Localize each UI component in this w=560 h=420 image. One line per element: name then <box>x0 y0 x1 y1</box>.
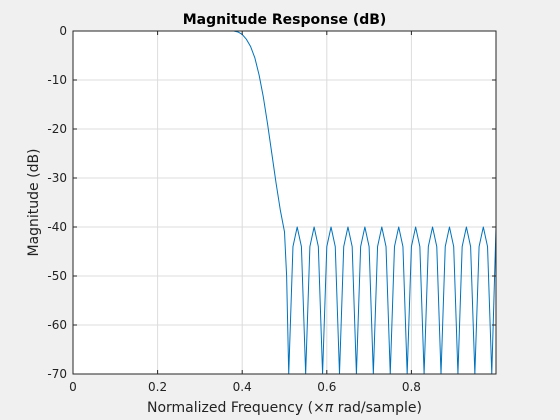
y-tick-label: -60 <box>47 318 67 332</box>
y-tick-label: -40 <box>47 220 67 234</box>
y-axis-label: Magnitude (dB) <box>26 148 42 256</box>
x-tick-label: 0.8 <box>402 380 421 394</box>
plot-area <box>73 31 496 374</box>
y-tick-label: -30 <box>47 171 67 185</box>
magnitude-response-line <box>73 31 496 374</box>
pi-symbol: ×π <box>313 400 334 416</box>
y-tick-label: -10 <box>47 73 67 87</box>
y-tick-label: -20 <box>47 122 67 136</box>
y-tick-label: -50 <box>47 269 67 283</box>
x-axis-label-suffix: rad/sample) <box>333 400 422 416</box>
y-tick-label: -70 <box>47 367 67 381</box>
x-tick-label: 0 <box>69 380 77 394</box>
x-tick-label: 0.4 <box>233 380 252 394</box>
x-axis-label: Normalized Frequency (×π rad/sample) <box>147 400 422 416</box>
y-tick-label: 0 <box>59 24 67 38</box>
x-axis-label-prefix: Normalized Frequency ( <box>147 400 313 416</box>
x-tick-label: 0.2 <box>148 380 167 394</box>
tick-labels: 0 0.2 0.4 0.6 0.8 0 -10 -20 -30 -40 -50 -60 -70 <box>47 24 421 394</box>
chart-title: Magnitude Response (dB) <box>183 12 387 28</box>
plot-frame <box>72 30 497 375</box>
x-tick-label: 0.6 <box>317 380 336 394</box>
axis-ticks <box>72 30 496 375</box>
